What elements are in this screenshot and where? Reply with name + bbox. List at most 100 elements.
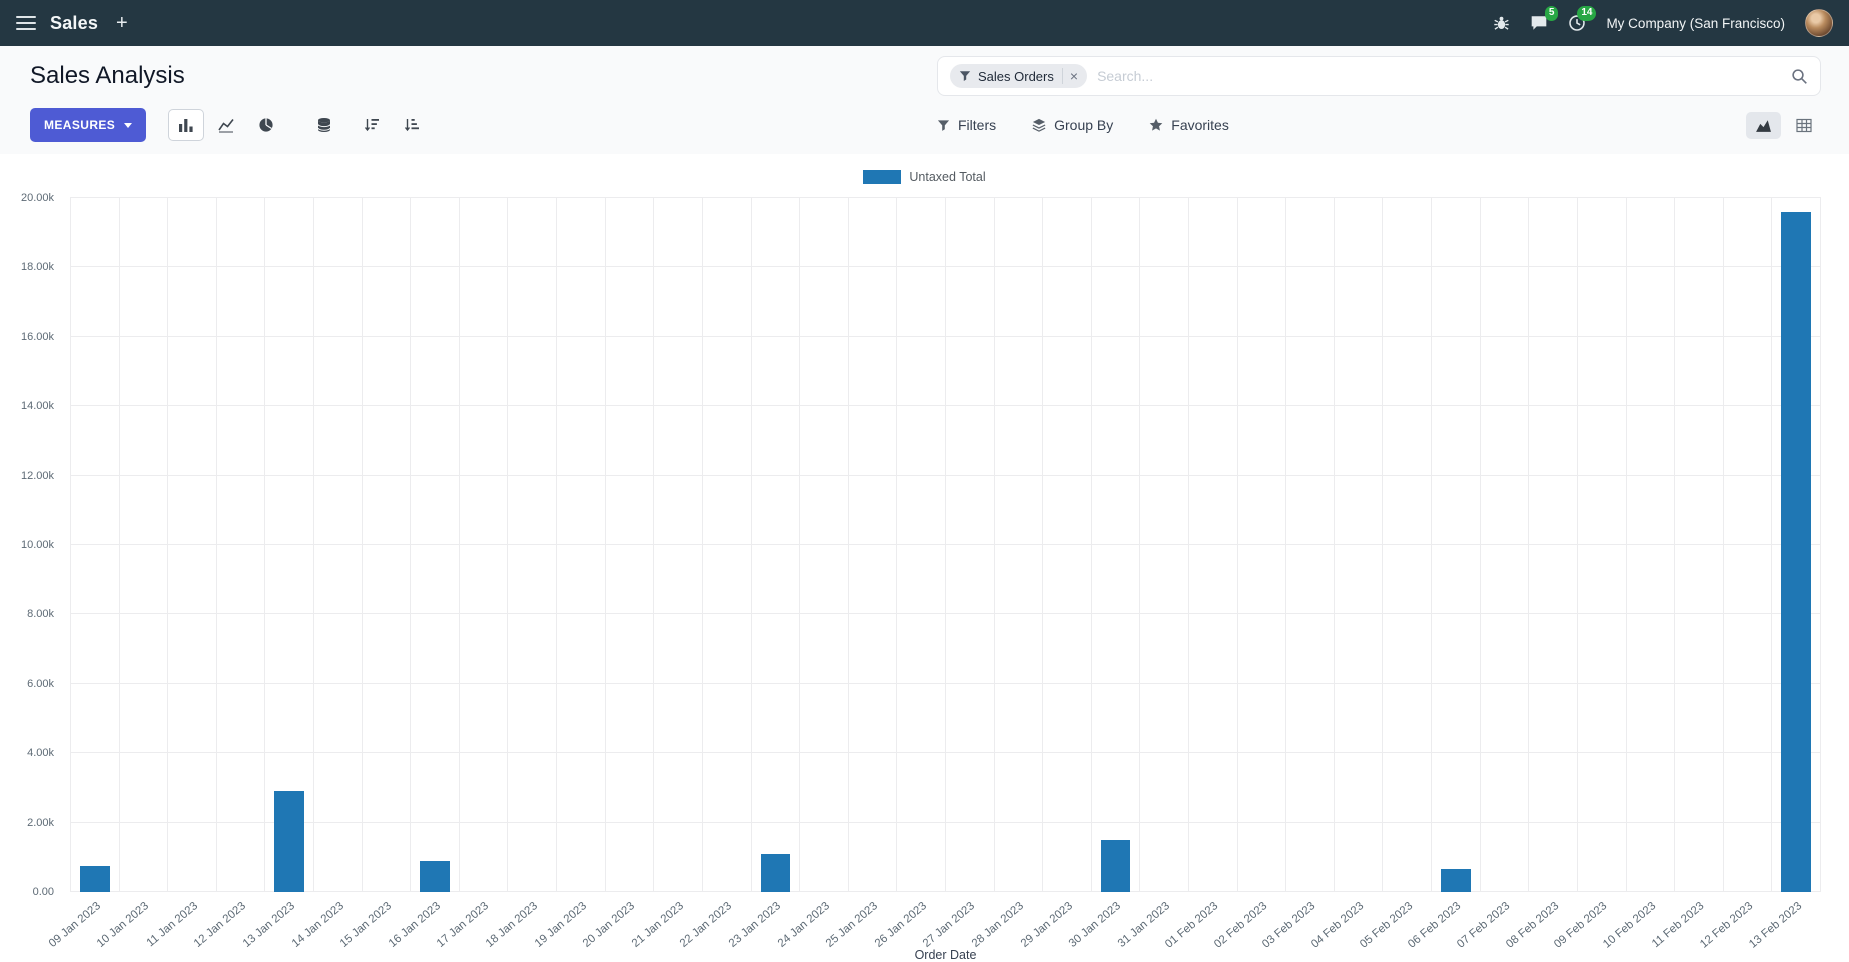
- hamburger-menu-icon[interactable]: [16, 16, 36, 30]
- top-navbar: Sales + 5 14 My Company (San Francisco): [0, 0, 1849, 46]
- chart-bar[interactable]: [1441, 869, 1471, 892]
- search-icon[interactable]: [1791, 68, 1808, 85]
- x-tick-label: 21 Jan 2023: [629, 900, 686, 950]
- chart-slot: 28 Jan 2023: [970, 198, 1043, 950]
- sort-ascending-icon: [405, 119, 420, 132]
- user-avatar[interactable]: [1805, 9, 1833, 37]
- chart-slot: 29 Jan 2023: [1018, 198, 1091, 950]
- chart-bar[interactable]: [760, 853, 791, 892]
- chart-slot: 07 Feb 2023: [1455, 198, 1529, 951]
- chart-slot: 30 Jan 2023: [1067, 198, 1140, 950]
- search-facet-sales-orders[interactable]: Sales Orders ×: [950, 64, 1088, 88]
- chart-slot: 12 Jan 2023: [192, 198, 265, 950]
- stacked-database-icon: [317, 118, 331, 132]
- y-tick-label: 2.00k: [27, 816, 54, 829]
- page-title: Sales Analysis: [30, 62, 185, 89]
- group-by-layers-icon: [1032, 118, 1046, 132]
- company-switcher[interactable]: My Company (San Francisco): [1606, 15, 1785, 31]
- y-tick-label: 20.00k: [20, 192, 54, 204]
- y-tick-label: 0.00: [32, 886, 54, 898]
- chart-slot: 02 Feb 2023: [1212, 198, 1286, 951]
- bar-chart-button[interactable]: [168, 109, 205, 141]
- group-by-menu[interactable]: Group By: [1032, 117, 1113, 133]
- debug-bug-icon[interactable]: [1493, 15, 1510, 32]
- chart-slot: 16 Jan 2023: [387, 198, 459, 950]
- legend-color-swatch: [863, 170, 902, 184]
- x-tick-label: 27 Jan 2023: [921, 900, 978, 950]
- chart-slot: 11 Jan 2023: [144, 198, 216, 949]
- chart-slot: 25 Jan 2023: [824, 198, 897, 950]
- graph-view-button[interactable]: [1746, 111, 1781, 139]
- x-tick-label: 13 Feb 2023: [1746, 900, 1804, 951]
- chart-slot: 27 Jan 2023: [921, 198, 994, 950]
- chart-slot: 11 Feb 2023: [1650, 198, 1723, 950]
- messages-count-badge: 5: [1544, 6, 1559, 21]
- chart-slot: 10 Jan 2023: [95, 198, 168, 950]
- chart-slot: 03 Feb 2023: [1261, 198, 1334, 951]
- x-tick-label: 18 Jan 2023: [483, 900, 541, 950]
- facet-remove-icon[interactable]: ×: [1061, 68, 1078, 84]
- pie-chart-icon: [259, 118, 273, 132]
- pivot-view-button[interactable]: [1787, 112, 1821, 139]
- sort-descending-button[interactable]: [354, 109, 390, 141]
- measures-button[interactable]: MEASURES: [30, 108, 147, 142]
- filters-menu[interactable]: Filters: [937, 117, 996, 133]
- bar-chart-icon: [179, 119, 193, 132]
- chart-slot: 22 Jan 2023: [678, 198, 751, 950]
- x-tick-label: 25 Jan 2023: [824, 900, 881, 950]
- stacked-toggle-button[interactable]: [306, 109, 342, 141]
- bar-chart: 0.00 2.00k 4.00k 6.00k 8.00k 10.00k 12.00k 14.0…: [21, 192, 1821, 951]
- x-tick-label: 13 Jan 2023: [240, 900, 297, 950]
- chart-bar[interactable]: [80, 865, 110, 892]
- filters-funnel-icon: [937, 119, 950, 132]
- x-tick-label: 17 Jan 2023: [435, 900, 492, 950]
- x-tick-label: 20 Jan 2023: [581, 900, 638, 950]
- x-tick-label: 28 Jan 2023: [969, 900, 1027, 950]
- search-facet-label: Sales Orders: [978, 68, 1054, 84]
- pie-chart-button[interactable]: [248, 109, 284, 141]
- x-tick-label: 16 Jan 2023: [386, 900, 443, 950]
- chart-slot: 10 Feb 2023: [1601, 198, 1675, 951]
- y-tick-label: 6.00k: [27, 677, 54, 690]
- sort-ascending-button[interactable]: [394, 109, 430, 141]
- chart-slot: 01 Feb 2023: [1163, 198, 1237, 951]
- chart-bar[interactable]: [1781, 211, 1811, 892]
- messages-icon[interactable]: 5: [1530, 6, 1559, 32]
- x-tick-label: 26 Jan 2023: [872, 900, 929, 950]
- chart-slot: 19 Jan 2023: [532, 198, 605, 950]
- x-tick-label: 03 Feb 2023: [1260, 900, 1318, 951]
- x-tick-label: 22 Jan 2023: [678, 900, 735, 950]
- x-tick-label: 12 Feb 2023: [1698, 900, 1756, 951]
- y-tick-label: 14.00k: [20, 400, 54, 413]
- search-bar[interactable]: Sales Orders ×: [937, 56, 1821, 96]
- app-name[interactable]: Sales: [50, 12, 99, 33]
- favorites-menu[interactable]: Favorites: [1149, 117, 1229, 133]
- chart-slot: 18 Jan 2023: [484, 198, 556, 950]
- x-tick-label: 11 Jan 2023: [144, 900, 200, 950]
- control-panel: Sales Analysis Sales Orders × MEASURES: [0, 46, 1849, 154]
- chart-bar[interactable]: [274, 791, 304, 892]
- x-tick-label: 10 Feb 2023: [1600, 900, 1659, 951]
- chart-slot: 20 Jan 2023: [581, 198, 654, 950]
- x-tick-label: 23 Jan 2023: [726, 900, 784, 950]
- line-chart-button[interactable]: [208, 109, 244, 141]
- chart-bar[interactable]: [420, 860, 450, 892]
- chart-bar[interactable]: [1100, 839, 1131, 892]
- chart-legend[interactable]: Untaxed Total: [0, 168, 1849, 186]
- plus-icon[interactable]: +: [116, 12, 128, 34]
- chart-slot: 26 Jan 2023: [873, 198, 945, 950]
- chart-slot: 04 Feb 2023: [1309, 198, 1383, 951]
- chart-slot: 12 Feb 2023: [1698, 198, 1772, 951]
- graph-view-icon: [1756, 119, 1771, 132]
- chart-slot: 08 Feb 2023: [1504, 198, 1577, 951]
- search-menus-row: Filters Group By Favorites: [937, 111, 1821, 139]
- y-tick-label: 4.00k: [27, 747, 54, 760]
- x-tick-label: 14 Jan 2023: [289, 900, 346, 950]
- sort-descending-icon: [365, 119, 380, 132]
- chart-slot: 06 Feb 2023: [1406, 198, 1480, 951]
- plot-area: 09 Jan 2023 10 Jan 2023 11 Jan 2023 12 Jan …: [46, 198, 1821, 951]
- search-input[interactable]: [1097, 68, 1781, 84]
- y-tick-label: 18.00k: [20, 261, 54, 274]
- activities-clock-icon[interactable]: 14: [1568, 6, 1597, 32]
- y-tick-label: 12.00k: [20, 469, 54, 482]
